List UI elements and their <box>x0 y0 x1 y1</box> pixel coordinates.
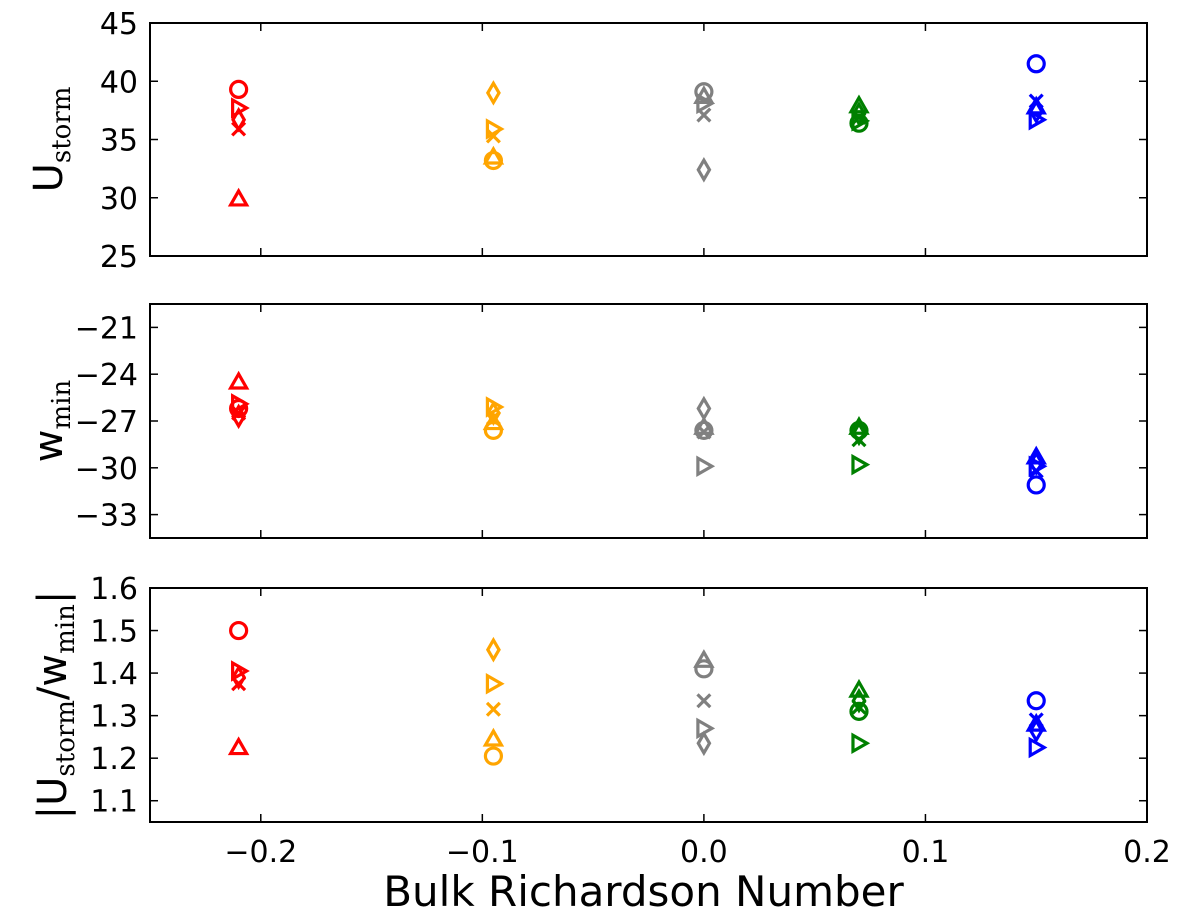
data-point-circle <box>229 620 249 641</box>
x-tick-label: −0.1 <box>446 835 519 870</box>
y-axis-title: wmin <box>26 380 77 463</box>
data-point-diamond <box>1028 717 1044 744</box>
panel-ratio: 1.1 1.2 1.3 1.4 1.5 1.6 −0.2 −0.1 0.0 0.1 0.2 Bulk … <box>30 572 1171 916</box>
y-axis-title-main: w <box>26 430 72 463</box>
y-axis-title: |Ustorm/wmin| <box>30 591 81 820</box>
data-point-triangle-right <box>851 453 871 476</box>
data-point-circle <box>1026 691 1046 711</box>
data-point-x <box>696 424 712 440</box>
data-point-x <box>696 693 712 709</box>
data-point-diamond <box>851 101 867 127</box>
y-tick-label: −30 <box>75 452 138 487</box>
data-point-circle <box>1026 475 1046 495</box>
data-point-triangle-up <box>848 678 870 698</box>
data-point-circle <box>229 79 249 100</box>
y-tick-label: 25 <box>100 240 138 275</box>
y-tick-label: 1.6 <box>90 572 138 607</box>
y-axis-title-subscript-2: min <box>51 604 81 654</box>
data-point-circle <box>694 659 714 679</box>
data-point-circle <box>229 398 249 419</box>
data-point-triangle-right <box>485 672 505 695</box>
data-point-triangle-right <box>1028 108 1048 131</box>
y-axis-title-subscript: storm <box>51 700 81 777</box>
x-tick-label: −0.2 <box>224 835 297 870</box>
plot-frame <box>149 587 1148 823</box>
y-axis-title-main: |U <box>30 777 76 820</box>
data-point-triangle-right <box>696 92 716 115</box>
data-point-diamond <box>231 664 247 691</box>
y-tick-label: 1.3 <box>90 700 138 735</box>
data-point-triangle-up <box>848 416 870 435</box>
data-point-triangle-right <box>1028 736 1048 759</box>
data-point-x <box>851 432 867 448</box>
data-point-x <box>485 128 501 144</box>
data-point-diamond <box>696 395 712 422</box>
data-point-diamond <box>696 157 712 183</box>
data-point-circle <box>483 150 504 171</box>
data-point-diamond <box>231 403 247 430</box>
y-tick-label: 30 <box>100 182 138 217</box>
data-point-circle <box>483 420 504 440</box>
data-point-circle <box>1026 54 1046 74</box>
y-tick-label: −33 <box>75 499 138 534</box>
data-point-x <box>1028 463 1044 479</box>
data-point-triangle-up <box>693 649 715 668</box>
data-point-diamond <box>485 80 501 106</box>
y-tick-label: −27 <box>75 405 138 440</box>
y-tick-label: −24 <box>75 358 138 393</box>
y-tick-label: 1.2 <box>90 742 138 777</box>
panel-u-storm: 25 30 35 40 45 Ustorm <box>26 7 1148 275</box>
data-point-triangle-up <box>1025 712 1047 732</box>
data-point-circle <box>849 113 869 133</box>
y-axis-title: Ustorm <box>26 87 77 193</box>
data-point-x <box>485 701 501 717</box>
data-point-diamond <box>851 420 867 447</box>
x-tick-label: 0.1 <box>902 835 950 870</box>
data-point-triangle-right <box>696 455 716 477</box>
data-points <box>227 370 1048 495</box>
y-tick-label: 1.5 <box>90 615 138 650</box>
data-point-triangle-up <box>227 370 250 390</box>
data-point-diamond <box>851 687 867 714</box>
panel-w-min: −33 −30 −27 −24 −21 wmin <box>26 303 1148 539</box>
data-point-diamond <box>696 730 712 757</box>
y-tick-label: 35 <box>100 124 138 159</box>
y-tick-label: 1.4 <box>90 657 138 692</box>
data-points <box>227 54 1048 207</box>
x-axis-title: Bulk Richardson Number <box>383 867 904 916</box>
plot-frame <box>149 22 1148 257</box>
data-point-triangle-up <box>482 411 505 431</box>
data-point-circle <box>694 420 714 440</box>
data-point-diamond <box>485 636 501 663</box>
y-axis-title-subscript: min <box>47 380 77 430</box>
y-axis-title-subscript: storm <box>47 87 77 164</box>
data-point-x <box>231 121 247 137</box>
data-point-x <box>696 107 712 123</box>
y-tick-label: 1.1 <box>90 785 138 820</box>
data-point-diamond <box>1028 98 1044 125</box>
data-point-x <box>231 676 247 692</box>
data-point-circle <box>483 746 504 766</box>
data-point-circle <box>849 701 869 721</box>
data-point-triangle-up <box>482 727 505 747</box>
data-point-triangle-up <box>482 145 505 165</box>
y-axis-title-end: | <box>30 591 76 604</box>
x-tick-label: 0.2 <box>1123 835 1171 870</box>
data-point-triangle-up <box>227 187 250 207</box>
y-axis-title-mid: /w <box>30 654 76 700</box>
data-point-triangle-up <box>848 94 870 114</box>
y-axis-title-main: U <box>26 163 72 192</box>
plot-frame <box>149 303 1148 539</box>
x-tick-label: 0.0 <box>680 835 728 870</box>
y-tick-label: −21 <box>75 311 138 346</box>
data-points <box>227 620 1048 766</box>
y-tick-label: 40 <box>100 65 138 100</box>
data-point-triangle-right <box>851 732 871 755</box>
y-tick-label: 45 <box>100 7 138 42</box>
data-point-triangle-up <box>227 736 250 756</box>
